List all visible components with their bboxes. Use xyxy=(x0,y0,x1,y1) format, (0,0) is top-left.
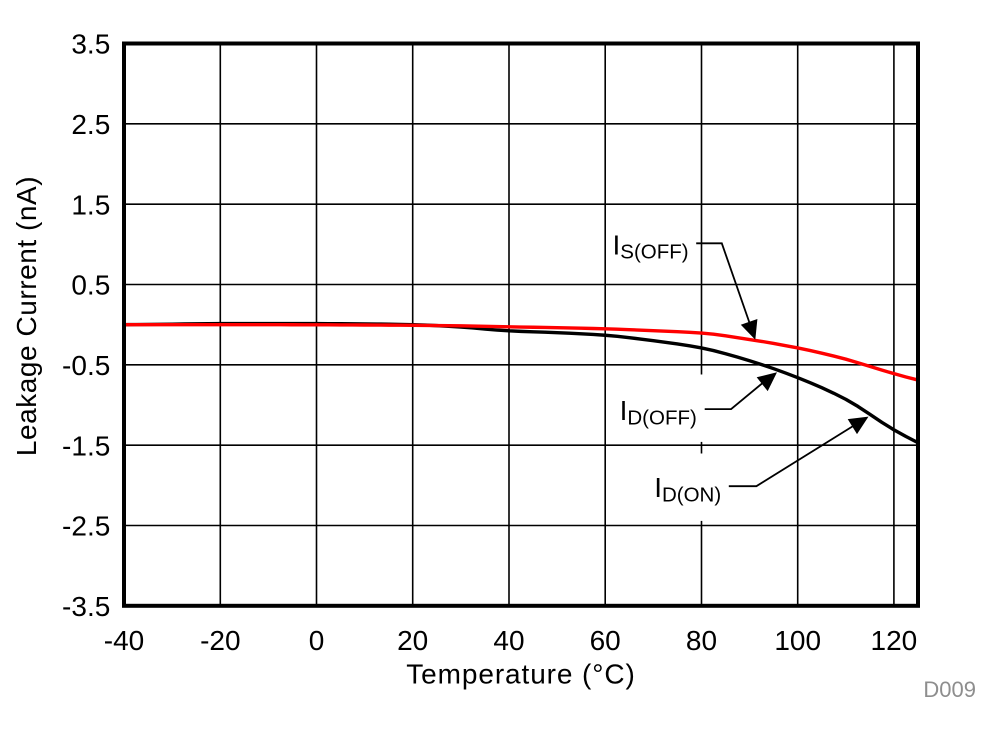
svg-text:80: 80 xyxy=(686,625,717,656)
svg-text:3.5: 3.5 xyxy=(71,29,110,60)
svg-text:-0.5: -0.5 xyxy=(62,350,110,381)
svg-text:-2.5: -2.5 xyxy=(62,511,110,542)
svg-text:-20: -20 xyxy=(200,625,240,656)
svg-text:D009: D009 xyxy=(923,677,976,702)
svg-text:2.5: 2.5 xyxy=(71,109,110,140)
svg-text:40: 40 xyxy=(493,625,524,656)
svg-text:100: 100 xyxy=(774,625,821,656)
svg-text:1.5: 1.5 xyxy=(71,189,110,220)
svg-text:60: 60 xyxy=(590,625,621,656)
svg-text:120: 120 xyxy=(871,625,918,656)
svg-text:0: 0 xyxy=(309,625,325,656)
svg-text:-40: -40 xyxy=(104,625,144,656)
svg-text:-1.5: -1.5 xyxy=(62,430,110,461)
svg-text:Temperature (°C): Temperature (°C) xyxy=(406,659,635,690)
svg-text:20: 20 xyxy=(397,625,428,656)
svg-text:0.5: 0.5 xyxy=(71,270,110,301)
svg-text:-3.5: -3.5 xyxy=(62,591,110,622)
svg-text:Leakage Current (nA): Leakage Current (nA) xyxy=(11,176,42,456)
